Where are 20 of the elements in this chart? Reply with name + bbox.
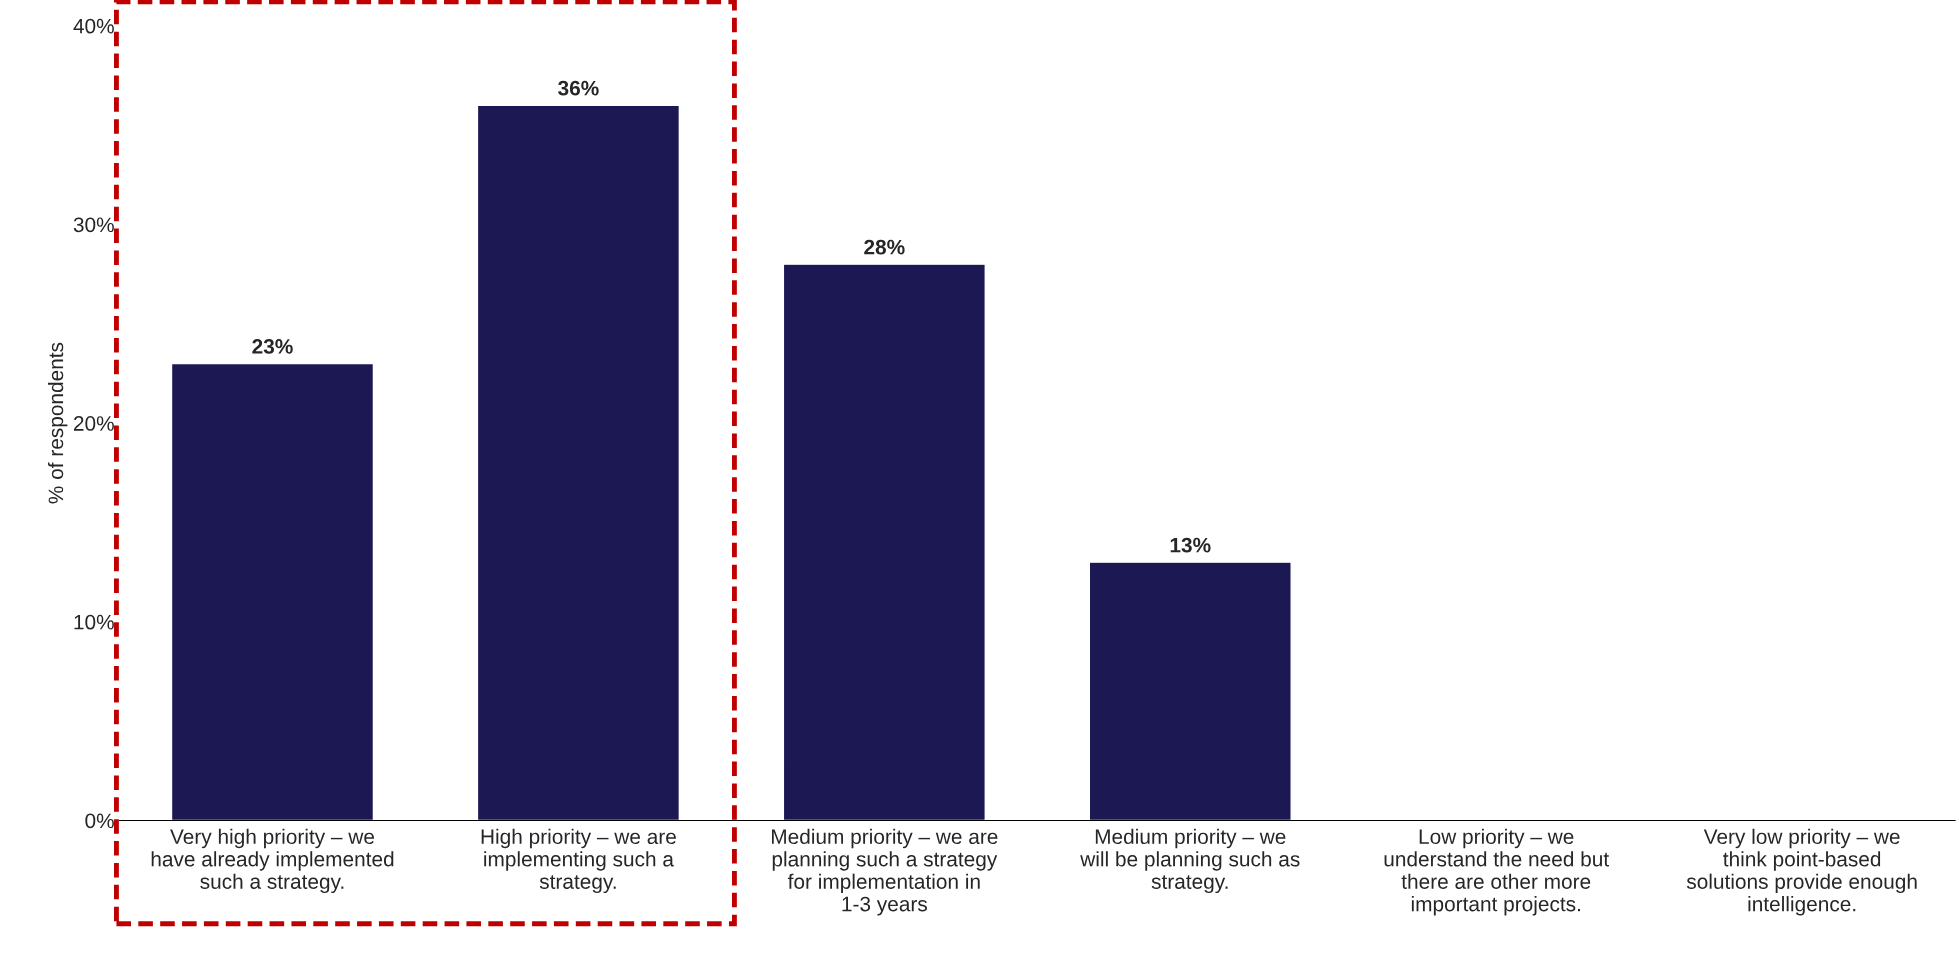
x-tick-label: Very high priority – we have already implemented such a strategy. xyxy=(151,828,394,894)
bar xyxy=(170,362,375,821)
data-label: 36% xyxy=(558,80,599,96)
data-label: 13% xyxy=(1170,537,1211,553)
data-label: 23% xyxy=(252,339,293,354)
y-tick-label: 30% xyxy=(73,217,114,233)
data-label: 28% xyxy=(864,239,905,255)
y-tick-label: 40% xyxy=(73,18,114,34)
bar xyxy=(782,263,986,821)
x-tick-label: Medium priority – we are planning such a strategy for implementation in 1-3 years xyxy=(772,828,998,916)
x-tick-label: High priority – we are implementing such a strategy. xyxy=(481,828,676,894)
bar xyxy=(1088,561,1292,821)
x-tick-label: Medium priority – we will be planning such as strategy. xyxy=(1080,828,1300,894)
bar xyxy=(476,104,681,821)
x-tick-label: Very low priority – we think point-based solutions provide enough intelligence. xyxy=(1686,828,1917,916)
y-tick-label: 10% xyxy=(74,614,114,630)
x-tick-label: Low priority – we understand the need but there are other more important projects. xyxy=(1384,828,1609,916)
y-tick-label: 0% xyxy=(85,813,114,829)
y-tick-label: 20% xyxy=(73,416,114,431)
y-axis-title: % of respondents xyxy=(47,342,68,504)
